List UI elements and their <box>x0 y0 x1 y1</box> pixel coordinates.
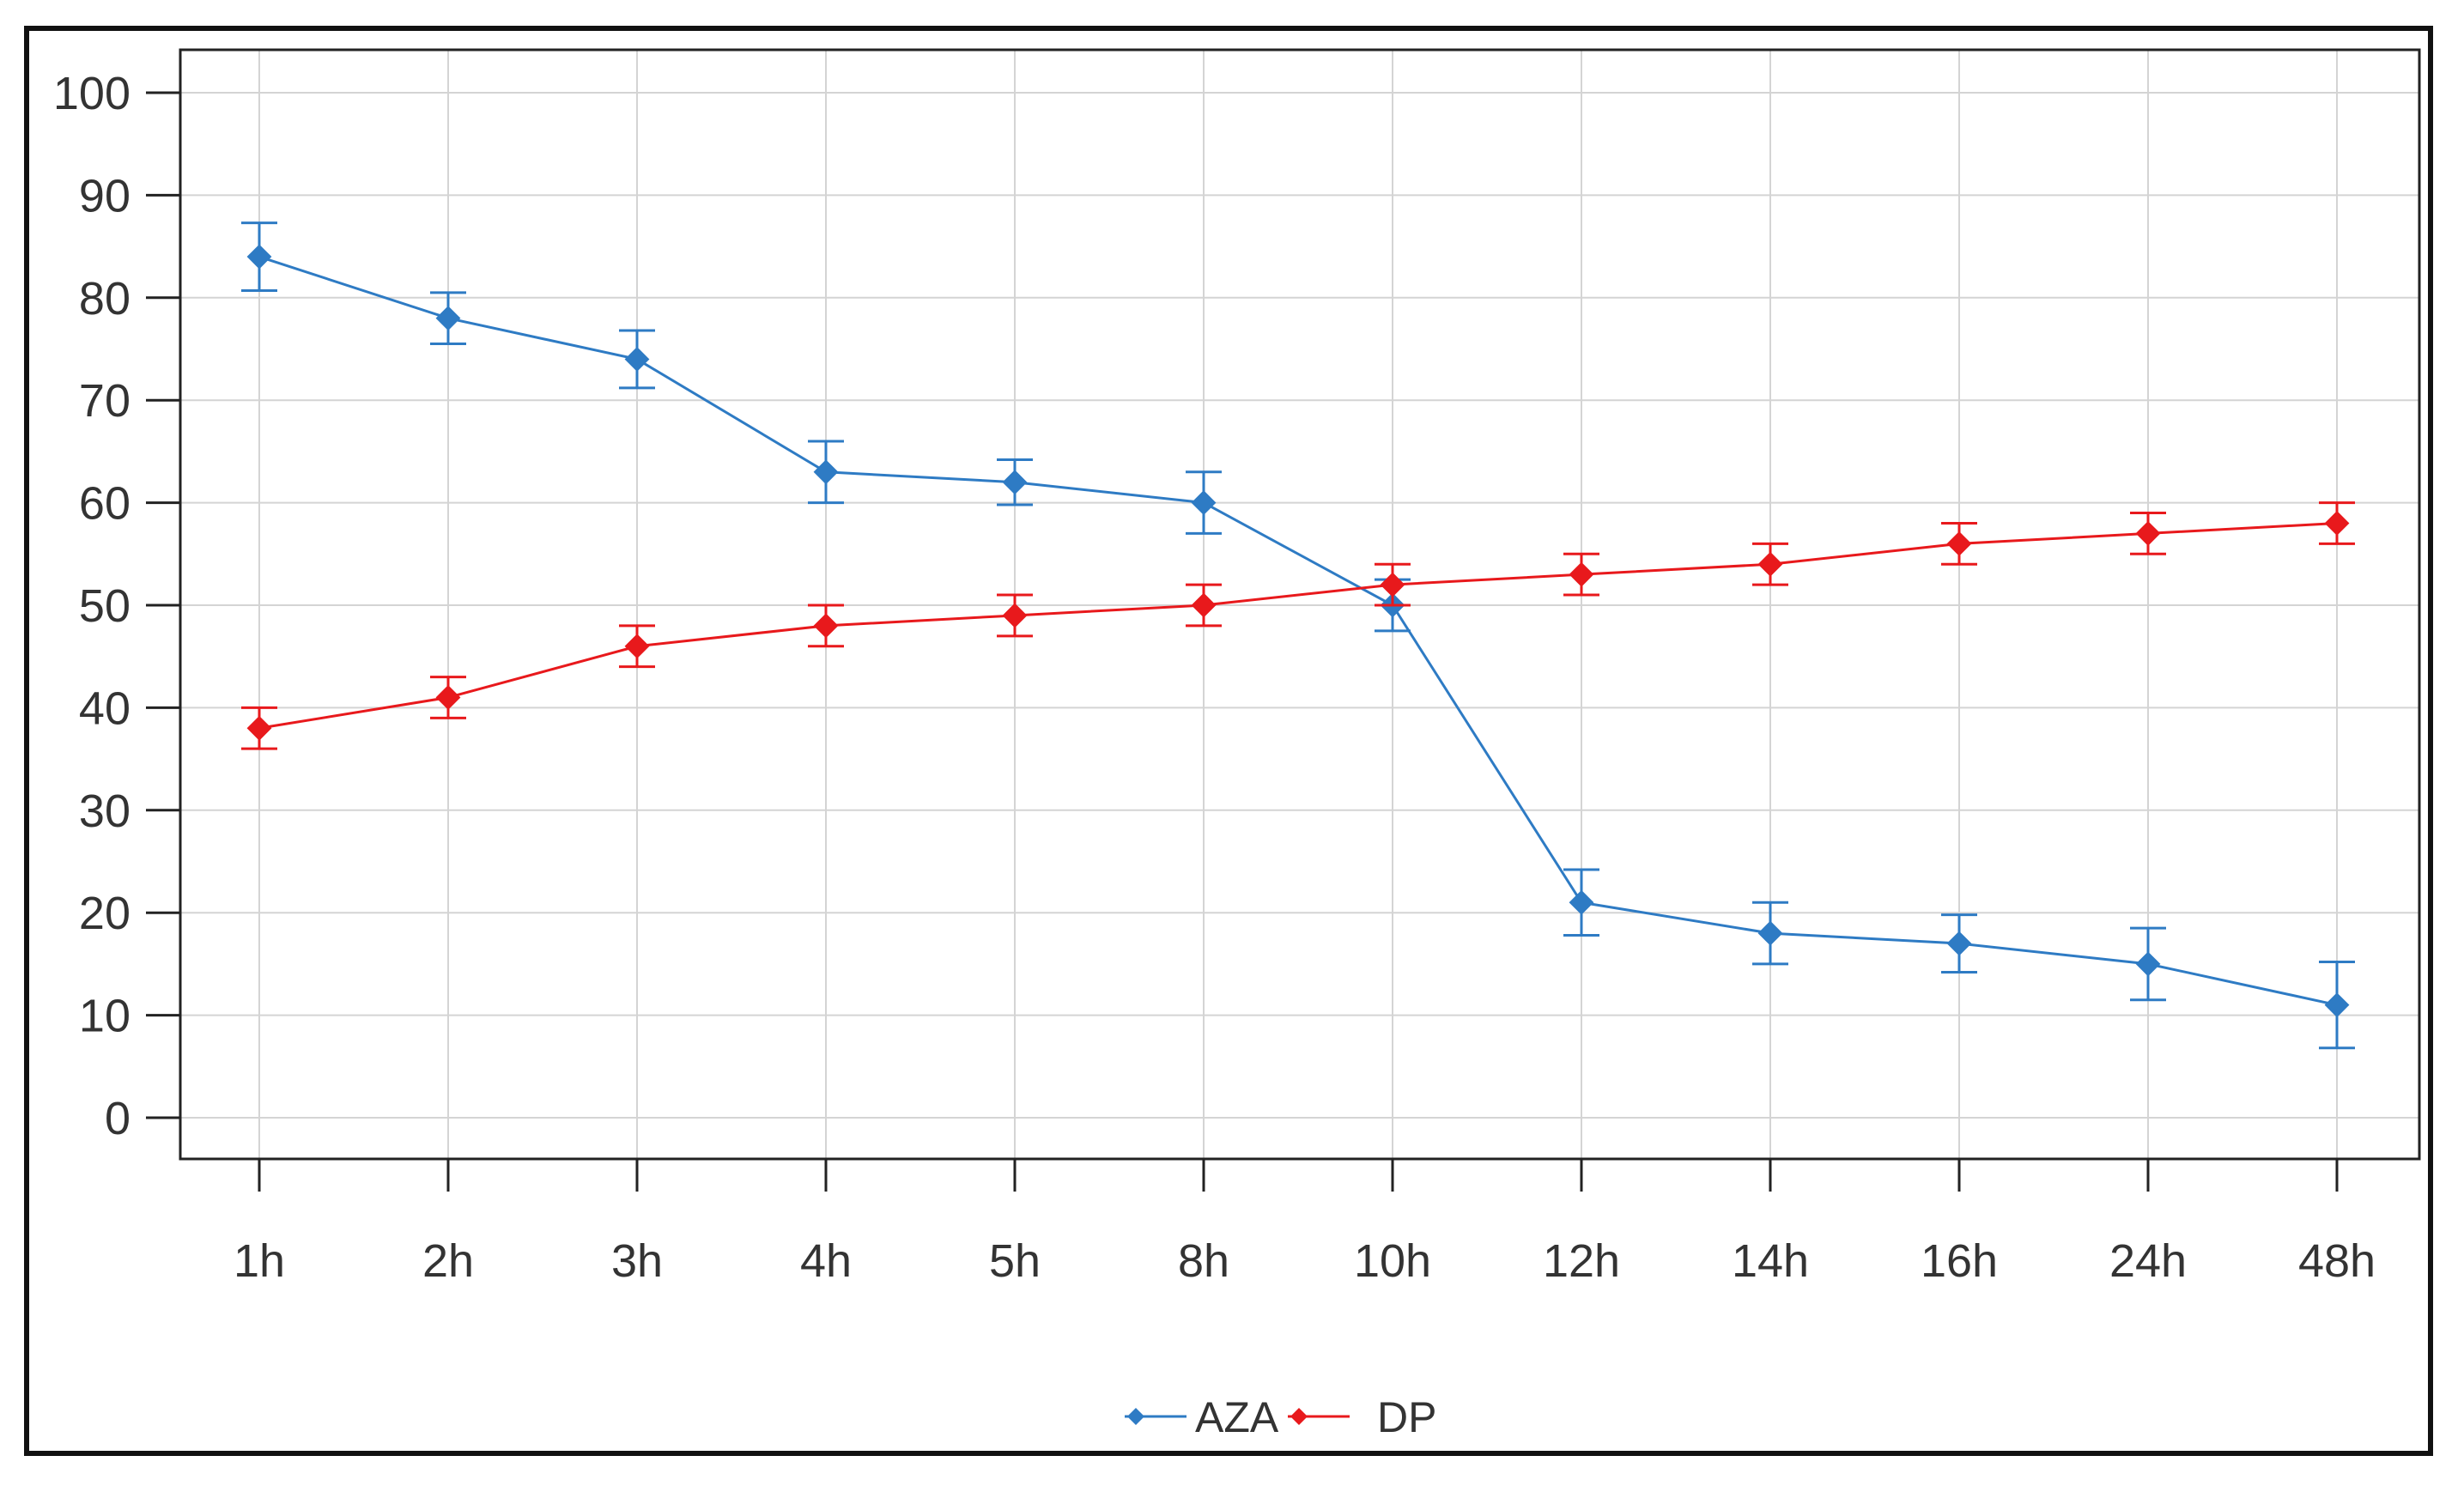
y-tick-label: 60 <box>79 478 130 530</box>
chart-frame <box>24 26 2433 1456</box>
series-aza <box>241 221 2355 1050</box>
data-point-aza <box>435 306 461 331</box>
x-tick-label: 16h <box>1921 1235 1998 1287</box>
x-tick-label: 2h <box>422 1235 474 1287</box>
data-point-dp <box>1380 572 1405 597</box>
data-point-aza <box>813 459 839 485</box>
data-point-aza <box>1569 889 1594 915</box>
data-point-aza <box>1946 931 1972 956</box>
data-point-dp <box>2324 511 2350 536</box>
data-point-dp <box>1002 603 1028 628</box>
legend-label: DP <box>1377 1393 1436 1441</box>
y-tick-label: 80 <box>79 273 130 324</box>
y-tick-label: 50 <box>79 580 130 632</box>
legend-item-dp: DP <box>1288 1393 1436 1441</box>
x-tick-label: 1h <box>234 1235 285 1287</box>
x-axis-ticks: 1h 2h 3h 4h 5h 8h 10h 12h 14h 16h 24h 48h <box>234 1159 2376 1287</box>
x-tick-label: 5h <box>989 1235 1041 1287</box>
data-point-dp <box>435 685 461 710</box>
y-tick-label: 40 <box>79 682 130 734</box>
grid-lines <box>180 50 2419 1159</box>
x-tick-label: 10h <box>1354 1235 1431 1287</box>
series-line-dp <box>258 521 2338 730</box>
series-group <box>241 221 2355 1050</box>
legend-label: AZA <box>1195 1393 1279 1441</box>
data-point-dp <box>246 715 272 741</box>
data-point-aza <box>246 244 272 270</box>
data-point-aza <box>1757 920 1783 946</box>
data-point-aza <box>2324 992 2350 1018</box>
data-point-dp <box>1191 592 1217 618</box>
data-point-aza <box>1191 490 1217 516</box>
data-point-dp <box>2135 521 2161 546</box>
x-tick-label: 24h <box>2109 1235 2187 1287</box>
legend-swatch-marker <box>1290 1408 1308 1425</box>
y-tick-label: 10 <box>79 991 130 1042</box>
x-tick-label: 14h <box>1732 1235 1809 1287</box>
x-tick-label: 4h <box>800 1235 852 1287</box>
data-point-aza <box>1002 470 1028 495</box>
y-axis-ticks: 0 10 20 30 40 50 60 70 80 90 100 <box>53 68 180 1144</box>
x-tick-label: 3h <box>611 1235 663 1287</box>
x-tick-label: 12h <box>1543 1235 1620 1287</box>
data-point-dp <box>1569 561 1594 587</box>
legend-swatch-marker <box>1127 1408 1144 1425</box>
data-point-aza <box>2135 951 2161 977</box>
series-line-aza <box>258 255 2338 1007</box>
y-tick-label: 100 <box>53 68 130 119</box>
y-tick-label: 30 <box>79 785 130 837</box>
y-tick-label: 70 <box>79 375 130 427</box>
y-tick-label: 20 <box>79 888 130 939</box>
data-point-dp <box>1757 551 1783 577</box>
y-tick-label: 90 <box>79 170 130 221</box>
data-point-aza <box>624 347 650 372</box>
x-tick-label: 48h <box>2298 1235 2376 1287</box>
legend: AZA DP <box>1125 1393 1436 1441</box>
series-dp <box>241 501 2355 750</box>
data-point-dp <box>1946 531 1972 556</box>
data-point-dp <box>813 613 839 639</box>
x-tick-label: 8h <box>1178 1235 1229 1287</box>
legend-item-aza: AZA <box>1125 1393 1279 1441</box>
y-tick-label: 0 <box>105 1093 130 1144</box>
data-point-dp <box>624 634 650 659</box>
